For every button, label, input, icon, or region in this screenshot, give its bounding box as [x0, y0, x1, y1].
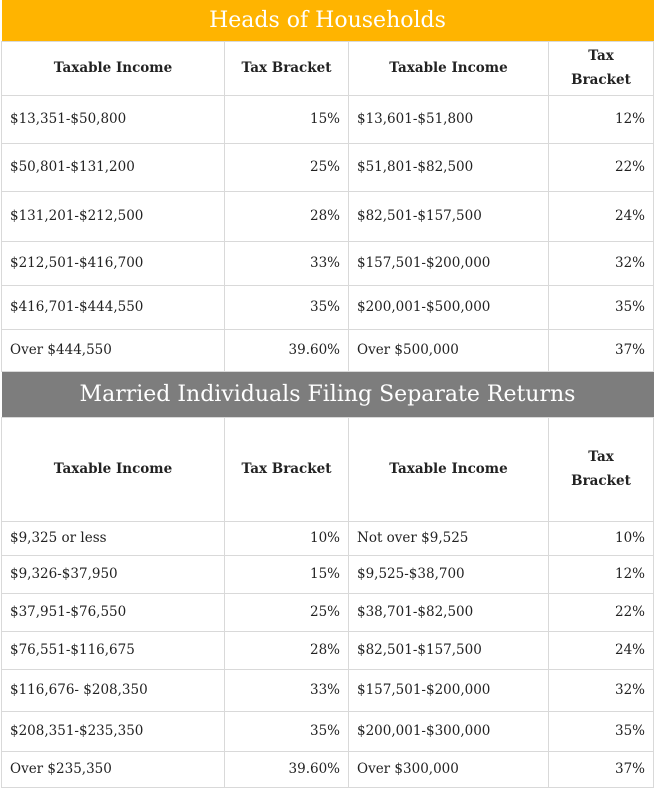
table-row: $116,676- $208,350 33% $157,501-$200,000 32…	[1, 668, 654, 712]
table-row: $37,951-$76,550 25% $38,701-$82,500 22%	[1, 592, 654, 632]
tax-bracket-cell: 32%	[548, 240, 654, 286]
taxable-income-cell: $200,001-$300,000	[348, 710, 549, 752]
table-row: Over $235,350 39.60% Over $300,000 37%	[1, 750, 654, 788]
tax-bracket-cell: 35%	[224, 710, 349, 752]
section-title: Married Individuals Filing Separate Retu…	[1, 371, 654, 417]
taxable-income-cell: $116,676- $208,350	[1, 668, 225, 712]
tax-bracket-cell: 15%	[224, 554, 349, 594]
tax-bracket-cell: 25%	[224, 592, 349, 632]
taxable-income-cell: Over $300,000	[348, 750, 549, 788]
tax-bracket-cell: 25%	[224, 142, 349, 192]
tax-bracket-cell: 24%	[548, 190, 654, 242]
table-row: $416,701-$444,550 35% $200,001-$500,000 35%	[1, 284, 654, 330]
tax-bracket-cell: 35%	[224, 284, 349, 330]
section-banner-row: Married Individuals Filing Separate Retu…	[1, 371, 654, 417]
taxable-income-cell: $157,501-$200,000	[348, 240, 549, 286]
tax-bracket-cell: 39.60%	[224, 750, 349, 788]
taxable-income-cell: $13,351-$50,800	[1, 94, 225, 144]
table-row: $208,351-$235,350 35% $200,001-$300,000 35%	[1, 710, 654, 752]
tax-bracket-cell: 10%	[548, 520, 654, 556]
taxable-income-cell: $13,601-$51,800	[348, 94, 549, 144]
tax-bracket-cell: 37%	[548, 750, 654, 788]
taxable-income-cell: Over $444,550	[1, 328, 225, 372]
taxable-income-cell: $51,801-$82,500	[348, 142, 549, 192]
column-header: Taxable Income	[348, 40, 549, 96]
table-row: $212,501-$416,700 33% $157,501-$200,000 32%	[1, 240, 654, 286]
column-header: Taxable Income	[348, 416, 549, 522]
tax-bracket-cell: 24%	[548, 630, 654, 670]
column-header: Tax Bracket	[548, 40, 654, 96]
column-header: Tax Bracket	[224, 40, 349, 96]
taxable-income-cell: Over $500,000	[348, 328, 549, 372]
taxable-income-cell: $131,201-$212,500	[1, 190, 225, 242]
column-header: Taxable Income	[1, 416, 225, 522]
column-header: Tax Bracket	[224, 416, 349, 522]
tax-bracket-cell: 22%	[548, 142, 654, 192]
table-row: $131,201-$212,500 28% $82,501-$157,500 24%	[1, 190, 654, 242]
tax-bracket-cell: 33%	[224, 240, 349, 286]
tax-bracket-cell: 39.60%	[224, 328, 349, 372]
column-header: Tax Bracket	[548, 416, 654, 522]
taxable-income-cell: $416,701-$444,550	[1, 284, 225, 330]
column-header-row: Taxable Income Tax Bracket Taxable Income T…	[1, 416, 654, 522]
table-row: $9,326-$37,950 15% $9,525-$38,700 12%	[1, 554, 654, 594]
tax-bracket-cell: 32%	[548, 668, 654, 712]
taxable-income-cell: $38,701-$82,500	[348, 592, 549, 632]
table-row: $13,351-$50,800 15% $13,601-$51,800 12%	[1, 94, 654, 144]
table-row: $50,801-$131,200 25% $51,801-$82,500 22%	[1, 142, 654, 192]
section-title: Heads of Households	[1, 0, 654, 41]
tax-bracket-cell: 12%	[548, 94, 654, 144]
taxable-income-cell: $82,501-$157,500	[348, 630, 549, 670]
tax-bracket-cell: 35%	[548, 710, 654, 752]
column-header-row: Taxable Income Tax Bracket Taxable Income T…	[1, 40, 654, 96]
taxable-income-cell: $76,551-$116,675	[1, 630, 225, 670]
taxable-income-cell: $9,525-$38,700	[348, 554, 549, 594]
tax-bracket-cell: 22%	[548, 592, 654, 632]
taxable-income-cell: Over $235,350	[1, 750, 225, 788]
tax-bracket-cell: 28%	[224, 190, 349, 242]
taxable-income-cell: $157,501-$200,000	[348, 668, 549, 712]
taxable-income-cell: $50,801-$131,200	[1, 142, 225, 192]
tax-bracket-cell: 37%	[548, 328, 654, 372]
taxable-income-cell: $37,951-$76,550	[1, 592, 225, 632]
taxable-income-cell: Not over $9,525	[348, 520, 549, 556]
table-row: Over $444,550 39.60% Over $500,000 37%	[1, 328, 654, 372]
table-row: $9,325 or less 10% Not over $9,525 10%	[1, 520, 654, 556]
tax-bracket-cell: 35%	[548, 284, 654, 330]
taxable-income-cell: $9,326-$37,950	[1, 554, 225, 594]
taxable-income-cell: $208,351-$235,350	[1, 710, 225, 752]
section-banner-row: Heads of Households	[1, 0, 654, 41]
tax-bracket-cell: 15%	[224, 94, 349, 144]
tax-bracket-cell: 33%	[224, 668, 349, 712]
tax-bracket-cell: 28%	[224, 630, 349, 670]
column-header: Taxable Income	[1, 40, 225, 96]
table-row: $76,551-$116,675 28% $82,501-$157,500 24%	[1, 630, 654, 670]
tax-bracket-cell: 12%	[548, 554, 654, 594]
taxable-income-cell: $82,501-$157,500	[348, 190, 549, 242]
taxable-income-cell: $200,001-$500,000	[348, 284, 549, 330]
taxable-income-cell: $9,325 or less	[1, 520, 225, 556]
tax-bracket-cell: 10%	[224, 520, 349, 556]
taxable-income-cell: $212,501-$416,700	[1, 240, 225, 286]
